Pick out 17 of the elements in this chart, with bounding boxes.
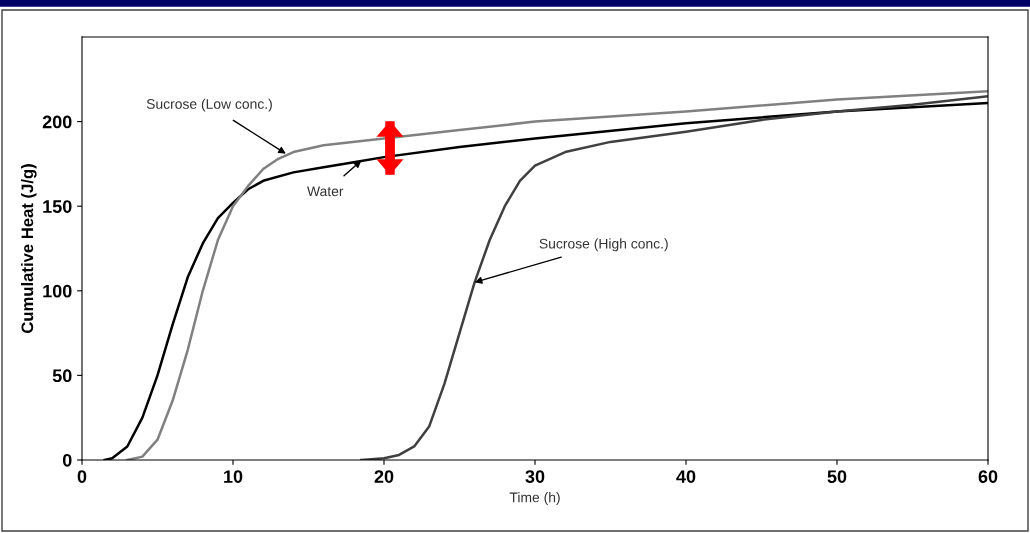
x-tick-label: 60 bbox=[978, 470, 998, 483]
annotation: Water bbox=[307, 186, 344, 197]
annotation: Sucrose (Low conc.) bbox=[146, 98, 272, 112]
x-axis-title: Time (h) bbox=[509, 492, 560, 506]
x-tick-label: 40 bbox=[676, 470, 696, 483]
y-tick-label: 0 bbox=[62, 453, 72, 467]
y-tick-label: 200 bbox=[42, 115, 72, 129]
x-tick-label: 10 bbox=[224, 470, 243, 483]
y-axis-title: Cumulative Heat (J/g) bbox=[20, 164, 37, 334]
x-tick-label: 50 bbox=[827, 470, 847, 483]
x-tick-label: 0 bbox=[77, 470, 87, 483]
y-tick-label: 50 bbox=[52, 369, 72, 383]
y-tick-label: 150 bbox=[43, 200, 72, 213]
x-tick-label: 30 bbox=[525, 470, 545, 484]
x-tick-label: 20 bbox=[374, 470, 394, 483]
annotation: Sucrose (High conc.) bbox=[539, 238, 668, 252]
y-tick-label: 100 bbox=[43, 284, 72, 298]
